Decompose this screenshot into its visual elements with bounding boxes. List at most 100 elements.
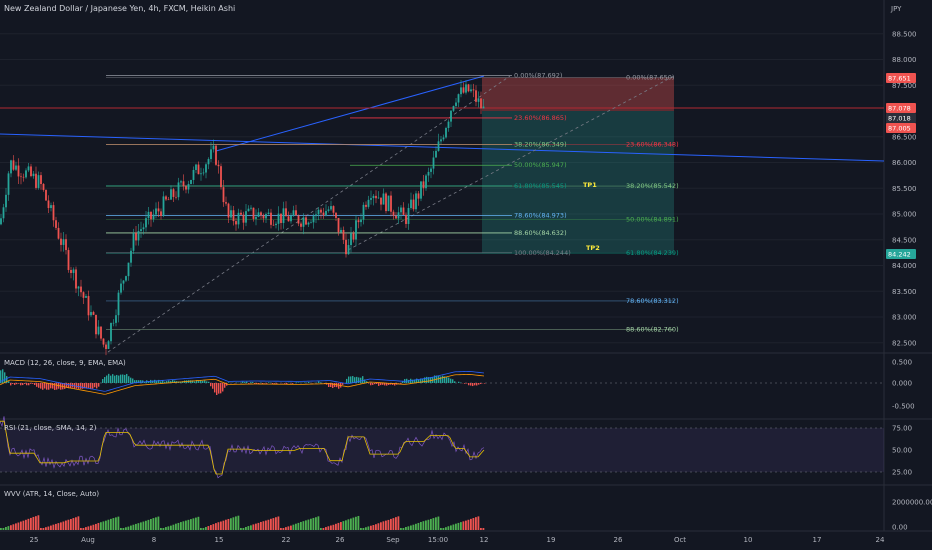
macd-histogram-bar (134, 380, 136, 383)
macd-histogram-bar (480, 383, 482, 384)
macd-histogram-bar (86, 383, 88, 389)
wvv-bar (427, 519, 430, 530)
candle-body (27, 166, 30, 171)
wvv-bar (90, 525, 92, 530)
wvv-bar (332, 524, 335, 530)
candle-body (10, 160, 12, 174)
macd-histogram-bar (286, 383, 288, 385)
macd-histogram-bar (6, 376, 8, 383)
candle-body (177, 182, 180, 198)
candle-body (217, 164, 220, 167)
wvv-bar (140, 522, 142, 530)
wvv-bar (262, 521, 265, 530)
wvv-bar (442, 528, 445, 530)
macd-histogram-bar (356, 376, 358, 383)
candle-body (472, 89, 475, 91)
wvv-bar (15, 523, 17, 530)
candle-body (82, 292, 85, 298)
macd-histogram-bar (90, 383, 92, 390)
wvv-bar (40, 528, 42, 530)
macd-histogram-bar (424, 377, 426, 383)
macd-histogram-bar (400, 383, 402, 384)
macd-histogram-bar (108, 373, 110, 383)
candle-body (75, 269, 77, 289)
candle-body (42, 183, 45, 190)
candle-body (277, 213, 280, 224)
wvv-bar (70, 519, 72, 530)
time-axis-label: Oct (674, 536, 686, 544)
wvv-bar (415, 523, 417, 530)
wvv-bar (197, 516, 200, 530)
macd-histogram-bar (204, 380, 206, 383)
candle-body (447, 121, 450, 129)
wvv-bar (227, 518, 230, 530)
wvv-bar (445, 527, 447, 530)
candle-body (380, 197, 382, 205)
candle-body (460, 87, 462, 95)
candle-body (232, 210, 235, 222)
candle-body (165, 196, 167, 200)
wvv-bar (280, 528, 282, 530)
wvv-bar (247, 526, 250, 530)
candle-body (17, 165, 20, 177)
candle-body (105, 344, 107, 349)
candle-body (430, 168, 432, 172)
macd-histogram-bar (158, 379, 160, 383)
macd-histogram-bar (420, 378, 422, 383)
candle-body (7, 173, 10, 195)
price-axis-label: 86.000 (892, 159, 917, 167)
fib-label-left: 78.60%(84.973) (514, 211, 567, 219)
candle-body (332, 206, 335, 213)
wvv-bar (137, 523, 140, 530)
wvv-bar (102, 521, 105, 530)
candle-body (97, 326, 100, 335)
wvv-bar (340, 522, 342, 530)
macd-histogram-bar (48, 383, 50, 390)
price-axis-label: 83.500 (892, 288, 917, 296)
macd-signal-line (0, 373, 485, 395)
macd-histogram-bar (144, 381, 146, 383)
macd-histogram-bar (214, 383, 216, 393)
price-badge-text: 87.078 (888, 105, 911, 113)
candle-body (350, 233, 352, 246)
wvv-bar (67, 519, 70, 530)
wvv-bar (475, 517, 477, 530)
wvv-bar (210, 525, 212, 530)
candle-body (140, 229, 142, 232)
candle-body (120, 283, 122, 293)
candle-body (137, 231, 140, 241)
rsi-axis-label: 25.00 (892, 469, 912, 477)
candle-body (197, 164, 200, 175)
candle-body (407, 208, 410, 224)
wvv-bar (75, 517, 77, 530)
macd-histogram-bar (50, 383, 52, 389)
macd-histogram-bar (192, 380, 194, 383)
macd-histogram-bar (284, 383, 286, 384)
macd-histogram-bar (56, 383, 58, 390)
wvv-bar (457, 522, 460, 530)
fib-label-left: 100.00%(84.244) (514, 249, 571, 257)
wvv-bar (472, 518, 475, 530)
macd-histogram-bar (42, 383, 44, 390)
candle-body (185, 186, 187, 190)
wvv-bar (365, 527, 367, 530)
wvv-bar (295, 523, 297, 530)
macd-histogram-bar (138, 380, 140, 383)
candle-body (127, 262, 130, 277)
candle-body (215, 145, 217, 165)
candle-body (67, 250, 70, 270)
candle-body (327, 209, 330, 211)
wvv-bar (215, 523, 217, 530)
macd-histogram-bar (200, 380, 202, 383)
candle-body (157, 208, 160, 212)
macd-histogram-bar (116, 374, 118, 383)
candle-body (180, 181, 182, 183)
macd-histogram-bar (384, 383, 386, 386)
macd-histogram-bar (54, 383, 56, 390)
wvv-bar (355, 516, 357, 530)
price-axis-label: 85.000 (892, 211, 917, 219)
candle-body (455, 102, 457, 107)
candle-body (337, 217, 340, 233)
wvv-bar (82, 528, 85, 530)
